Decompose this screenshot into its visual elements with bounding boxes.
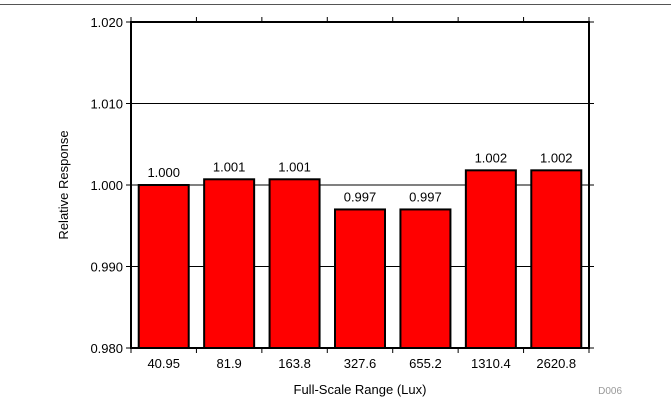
figure-id: D006 [598, 386, 622, 397]
bars [137, 169, 583, 349]
value-labels: 1.000 1.001 1.001 0.997 0.997 1.002 1.002 [147, 150, 572, 204]
y-tick-label: 1.020 [90, 15, 123, 30]
x-tick-label: 163.8 [278, 356, 311, 371]
data-label: 0.997 [344, 189, 377, 204]
data-label: 1.001 [213, 159, 246, 174]
data-label: 0.997 [409, 189, 442, 204]
bar [530, 169, 583, 349]
bar [268, 178, 321, 349]
bar [137, 184, 190, 349]
x-tick-label: 1310.4 [471, 356, 511, 371]
bar [203, 178, 256, 349]
x-tick-label: 655.2 [409, 356, 442, 371]
y-tick-label: 1.000 [90, 178, 123, 193]
y-tick-label: 0.990 [90, 260, 123, 275]
x-tick-label: 40.95 [147, 356, 180, 371]
data-label: 1.001 [278, 159, 311, 174]
bar [464, 169, 517, 349]
data-label: 1.000 [147, 165, 180, 180]
data-label: 1.002 [475, 150, 508, 165]
data-label: 1.002 [540, 150, 573, 165]
bar [334, 208, 386, 349]
top-rule [0, 4, 671, 5]
x-axis-title: Full-Scale Range (Lux) [294, 382, 427, 397]
y-axis-title: Relative Response [56, 130, 71, 239]
bar [399, 208, 452, 349]
x-axis-ticks: 40.95 81.9 163.8 327.6 655.2 1310.4 2620.8 [130, 17, 590, 371]
x-tick-label: 81.9 [216, 356, 241, 371]
x-tick-label: 2620.8 [536, 356, 576, 371]
y-tick-label: 1.010 [90, 97, 123, 112]
y-axis-ticks: 0.980 0.990 1.000 1.010 1.020 [90, 15, 594, 356]
x-tick-label: 327.6 [344, 356, 377, 371]
y-tick-label: 0.980 [90, 341, 123, 356]
